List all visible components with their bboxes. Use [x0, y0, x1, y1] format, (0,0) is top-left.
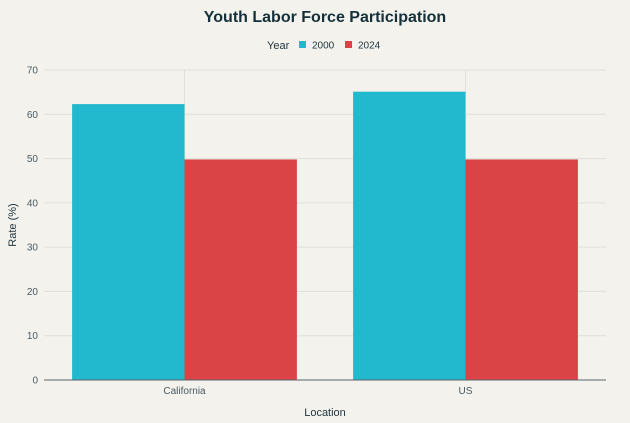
- bar-california-2000: [72, 104, 185, 380]
- legend-title: Year: [267, 40, 290, 52]
- y-tick-label: 50: [27, 154, 39, 165]
- bar-us-2000: [353, 91, 466, 380]
- y-axis-label: Rate (%): [7, 203, 19, 246]
- x-tick-label: California: [163, 386, 206, 397]
- y-tick-label: 40: [27, 198, 39, 209]
- x-axis-ticks: California US: [163, 386, 472, 397]
- y-tick-label: 70: [27, 66, 39, 77]
- y-tick-label: 0: [32, 376, 38, 387]
- y-tick-label: 60: [27, 110, 39, 121]
- bar-california-2024: [184, 159, 297, 380]
- legend: Year 2000 2024: [267, 40, 381, 52]
- y-tick-label: 20: [27, 287, 39, 298]
- y-tick-label: 10: [27, 331, 39, 342]
- legend-swatch-2024: [345, 41, 352, 48]
- legend-label-2024: 2024: [358, 41, 381, 52]
- bars: [72, 91, 578, 380]
- x-axis-label: Location: [304, 407, 346, 419]
- chart-title: Youth Labor Force Participation: [204, 9, 446, 26]
- x-tick-label: US: [459, 386, 473, 397]
- legend-label-2000: 2000: [312, 41, 335, 52]
- bar-us-2024: [465, 159, 578, 380]
- y-axis-ticks: 0 10 20 30 40 50 60 70: [27, 66, 39, 387]
- y-tick-label: 30: [27, 243, 39, 254]
- legend-swatch-2000: [299, 41, 306, 48]
